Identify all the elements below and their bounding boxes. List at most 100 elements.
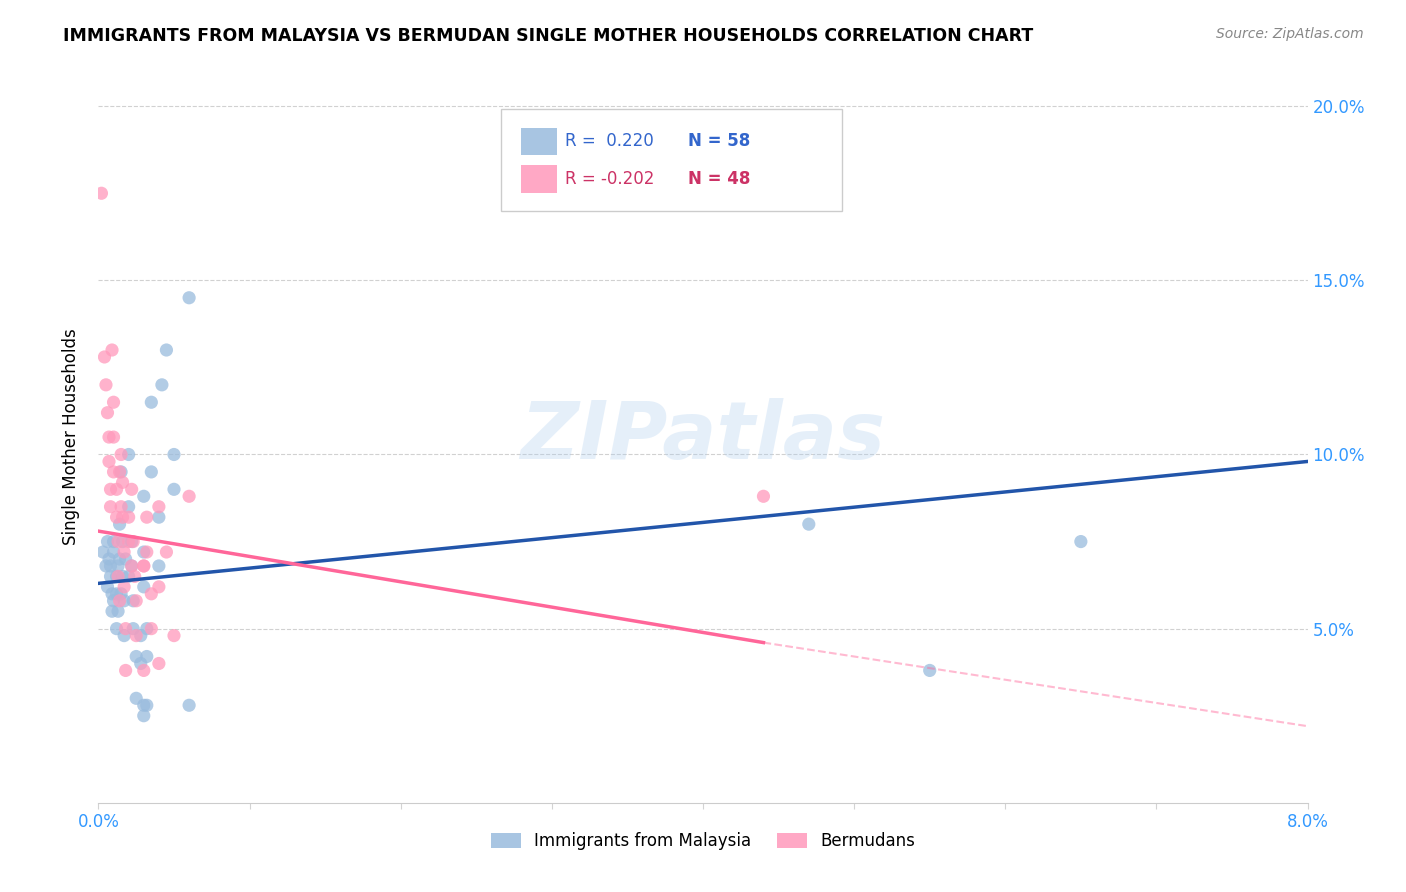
Point bbox=[103, 430, 125, 444]
Text: R =  0.220: R = 0.220 bbox=[565, 132, 654, 151]
Point bbox=[155, 545, 177, 559]
Point bbox=[110, 448, 132, 462]
Text: ZIPatlas: ZIPatlas bbox=[520, 398, 886, 476]
Y-axis label: Single Mother Households: Single Mother Households bbox=[62, 329, 80, 545]
Point bbox=[148, 558, 170, 573]
Point bbox=[96, 406, 118, 420]
Point bbox=[797, 517, 820, 532]
Point bbox=[112, 580, 135, 594]
Point bbox=[100, 558, 122, 573]
Point bbox=[114, 664, 136, 678]
Point bbox=[98, 552, 121, 566]
Point bbox=[122, 622, 145, 636]
Point bbox=[132, 698, 155, 713]
Point bbox=[122, 594, 145, 608]
Point bbox=[129, 629, 152, 643]
Point bbox=[163, 448, 186, 462]
Point bbox=[132, 558, 155, 573]
Point bbox=[118, 500, 141, 514]
Point bbox=[132, 558, 155, 573]
Point bbox=[105, 569, 128, 583]
Point bbox=[107, 558, 129, 573]
Point bbox=[163, 483, 186, 497]
Point bbox=[132, 708, 155, 723]
Point bbox=[121, 558, 143, 573]
Point bbox=[112, 629, 135, 643]
Point bbox=[129, 657, 152, 671]
Point bbox=[125, 629, 148, 643]
Point bbox=[121, 483, 143, 497]
Point bbox=[107, 569, 129, 583]
Point bbox=[135, 649, 157, 664]
Point bbox=[108, 594, 131, 608]
Point bbox=[91, 545, 114, 559]
Point bbox=[110, 500, 132, 514]
Point bbox=[118, 510, 141, 524]
Point bbox=[94, 558, 117, 573]
Point bbox=[132, 489, 155, 503]
Point bbox=[1070, 534, 1092, 549]
Point bbox=[90, 186, 112, 201]
Point bbox=[141, 465, 163, 479]
Legend: Immigrants from Malaysia, Bermudans: Immigrants from Malaysia, Bermudans bbox=[485, 825, 921, 856]
Point bbox=[125, 691, 148, 706]
Point bbox=[135, 698, 157, 713]
Point bbox=[121, 558, 143, 573]
Point bbox=[110, 587, 132, 601]
Point bbox=[148, 657, 170, 671]
Point bbox=[100, 483, 122, 497]
Point bbox=[112, 594, 135, 608]
Text: N = 58: N = 58 bbox=[688, 132, 751, 151]
Point bbox=[125, 649, 148, 664]
Point bbox=[124, 569, 146, 583]
Point bbox=[101, 343, 124, 357]
Point bbox=[122, 534, 145, 549]
Point bbox=[103, 534, 125, 549]
Point bbox=[148, 510, 170, 524]
Point bbox=[148, 580, 170, 594]
Point bbox=[107, 604, 129, 618]
Point bbox=[135, 545, 157, 559]
Point bbox=[98, 454, 121, 468]
Point bbox=[105, 587, 128, 601]
Point bbox=[100, 500, 122, 514]
Point bbox=[112, 545, 135, 559]
Text: N = 48: N = 48 bbox=[688, 170, 751, 188]
Point bbox=[141, 622, 163, 636]
Point bbox=[93, 350, 115, 364]
Point bbox=[100, 569, 122, 583]
Point bbox=[132, 664, 155, 678]
Point bbox=[132, 580, 155, 594]
Point bbox=[179, 291, 201, 305]
Point bbox=[103, 594, 125, 608]
Point bbox=[111, 475, 134, 490]
Point bbox=[918, 664, 941, 678]
Point bbox=[111, 510, 134, 524]
Point bbox=[108, 465, 131, 479]
Point bbox=[105, 622, 128, 636]
Point bbox=[179, 489, 201, 503]
Point bbox=[150, 377, 173, 392]
Point bbox=[121, 534, 143, 549]
Point bbox=[752, 489, 775, 503]
Point bbox=[155, 343, 177, 357]
Point bbox=[111, 534, 134, 549]
Point bbox=[141, 587, 163, 601]
Point bbox=[103, 465, 125, 479]
Point bbox=[135, 510, 157, 524]
Point bbox=[148, 500, 170, 514]
Point bbox=[114, 552, 136, 566]
Text: Source: ZipAtlas.com: Source: ZipAtlas.com bbox=[1216, 27, 1364, 41]
Point bbox=[118, 569, 141, 583]
Point bbox=[103, 545, 125, 559]
Point bbox=[107, 534, 129, 549]
Text: R = -0.202: R = -0.202 bbox=[565, 170, 654, 188]
Point bbox=[108, 552, 131, 566]
Point bbox=[125, 594, 148, 608]
Point bbox=[101, 604, 124, 618]
Point bbox=[94, 377, 117, 392]
Point bbox=[118, 448, 141, 462]
Text: IMMIGRANTS FROM MALAYSIA VS BERMUDAN SINGLE MOTHER HOUSEHOLDS CORRELATION CHART: IMMIGRANTS FROM MALAYSIA VS BERMUDAN SIN… bbox=[63, 27, 1033, 45]
Point bbox=[179, 698, 201, 713]
Point bbox=[105, 510, 128, 524]
